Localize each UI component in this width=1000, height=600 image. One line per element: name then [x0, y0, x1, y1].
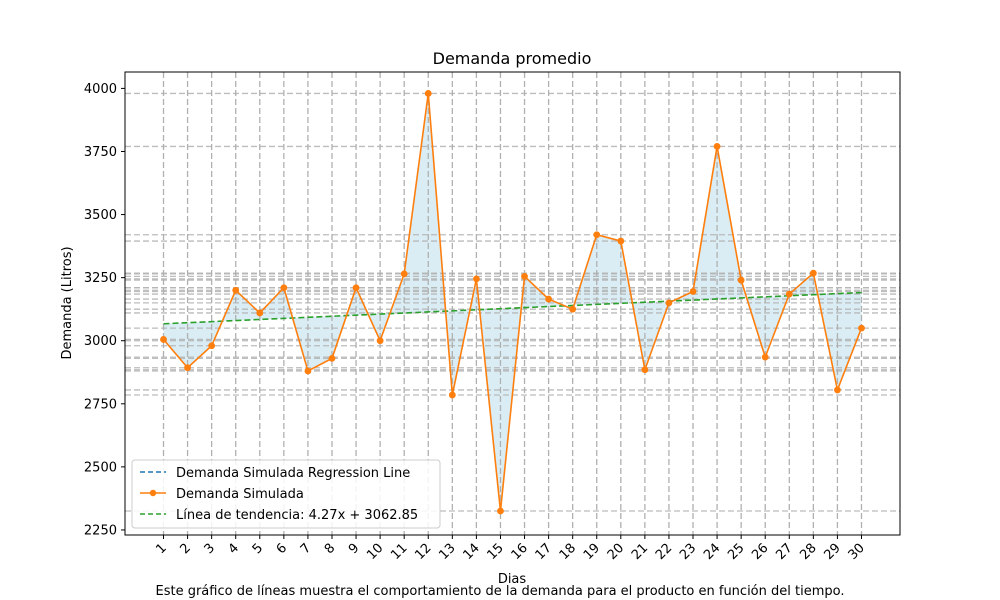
- x-tick-label: 20: [605, 541, 627, 563]
- data-point: [689, 288, 697, 295]
- data-point: [497, 507, 504, 515]
- x-tick-label: 16: [509, 541, 531, 563]
- data-point: [472, 275, 480, 283]
- x-tick-label: 11: [388, 541, 410, 563]
- x-tick-label: 24: [701, 541, 723, 563]
- data-point: [713, 143, 721, 150]
- chart-caption: Este gráfico de líneas muestra el compor…: [155, 584, 845, 599]
- data-point: [737, 276, 745, 284]
- data-point: [448, 391, 456, 399]
- x-tick-label: 3: [202, 541, 218, 557]
- x-tick-label: 26: [749, 541, 771, 563]
- data-point: [641, 366, 649, 374]
- plot-lines: [160, 90, 865, 515]
- data-point: [761, 353, 769, 361]
- x-tick-label: 14: [460, 541, 482, 563]
- x-axis-label: Dias: [498, 572, 527, 587]
- legend-series-label: Demanda Simulada: [176, 487, 304, 502]
- x-tick-label: 21: [629, 541, 651, 563]
- x-tick-label: 30: [846, 541, 868, 563]
- x-tick-label: 25: [725, 541, 747, 563]
- data-point: [834, 386, 841, 394]
- data-point: [521, 272, 528, 280]
- x-tick-label: 18: [557, 541, 579, 563]
- data-point: [352, 284, 360, 292]
- data-point: [280, 284, 288, 292]
- y-tick-label: 3250: [84, 271, 117, 286]
- x-tick-label: 9: [346, 541, 362, 557]
- x-tick-label: 4: [226, 541, 242, 557]
- legend-series-marker: [149, 489, 157, 497]
- y-tick-label: 2250: [84, 523, 117, 538]
- x-tick-label: 23: [677, 541, 699, 563]
- x-tick-label: 17: [533, 541, 555, 563]
- y-tick-label: 2750: [84, 397, 117, 412]
- data-point: [569, 305, 577, 313]
- data-point: [858, 324, 865, 332]
- x-tick-label: 8: [322, 541, 338, 557]
- legend-regression-label: Demanda Simulada Regression Line: [176, 466, 410, 481]
- x-tick-label: 5: [250, 541, 266, 557]
- x-tick-label: 15: [485, 541, 507, 563]
- x-tick-label: 13: [436, 541, 458, 563]
- legend-trend-label: Línea de tendencia: 4.27x + 3062.85: [176, 508, 418, 523]
- y-tick-label: 4000: [84, 82, 117, 97]
- x-tick-label: 27: [773, 541, 795, 563]
- y-tick-label: 2500: [84, 460, 117, 475]
- data-point: [665, 299, 673, 307]
- data-point: [376, 337, 384, 345]
- data-point: [593, 231, 601, 239]
- data-point: [785, 290, 793, 298]
- data-point: [208, 342, 216, 350]
- x-tick-label: 1: [153, 541, 169, 557]
- x-tick-label: 7: [298, 541, 314, 557]
- legend: Demanda Simulada Regression Line Demanda…: [131, 459, 441, 529]
- data-point: [809, 269, 817, 277]
- x-tick-label: 22: [653, 541, 675, 563]
- x-tick-label: 2: [177, 541, 193, 557]
- x-tick-label: 6: [274, 541, 290, 557]
- legend-box: [131, 459, 441, 529]
- y-tick-label: 3750: [84, 145, 117, 160]
- data-point: [256, 309, 264, 317]
- data-point: [545, 295, 553, 303]
- chart-title: Demanda promedio: [433, 49, 592, 68]
- data-point: [424, 90, 432, 97]
- grid-lines: [125, 72, 900, 535]
- data-point: [400, 270, 408, 278]
- data-point: [232, 286, 240, 294]
- x-tick-label: 10: [364, 541, 386, 563]
- x-tick-label: 19: [581, 541, 603, 563]
- plot-frame: [124, 71, 901, 536]
- y-tick-label: 3000: [84, 334, 117, 349]
- series-line: [162, 93, 863, 512]
- data-point: [617, 237, 625, 245]
- data-point: [304, 367, 312, 375]
- x-tick-label: 29: [821, 541, 843, 563]
- x-tick-label: 28: [797, 541, 819, 563]
- y-tick-label: 3500: [84, 208, 117, 223]
- data-point: [184, 364, 191, 372]
- data-point: [328, 354, 336, 362]
- x-tick-label: 12: [412, 541, 434, 563]
- data-point: [160, 336, 167, 343]
- y-axis-label: Demanda (Litros): [60, 246, 75, 359]
